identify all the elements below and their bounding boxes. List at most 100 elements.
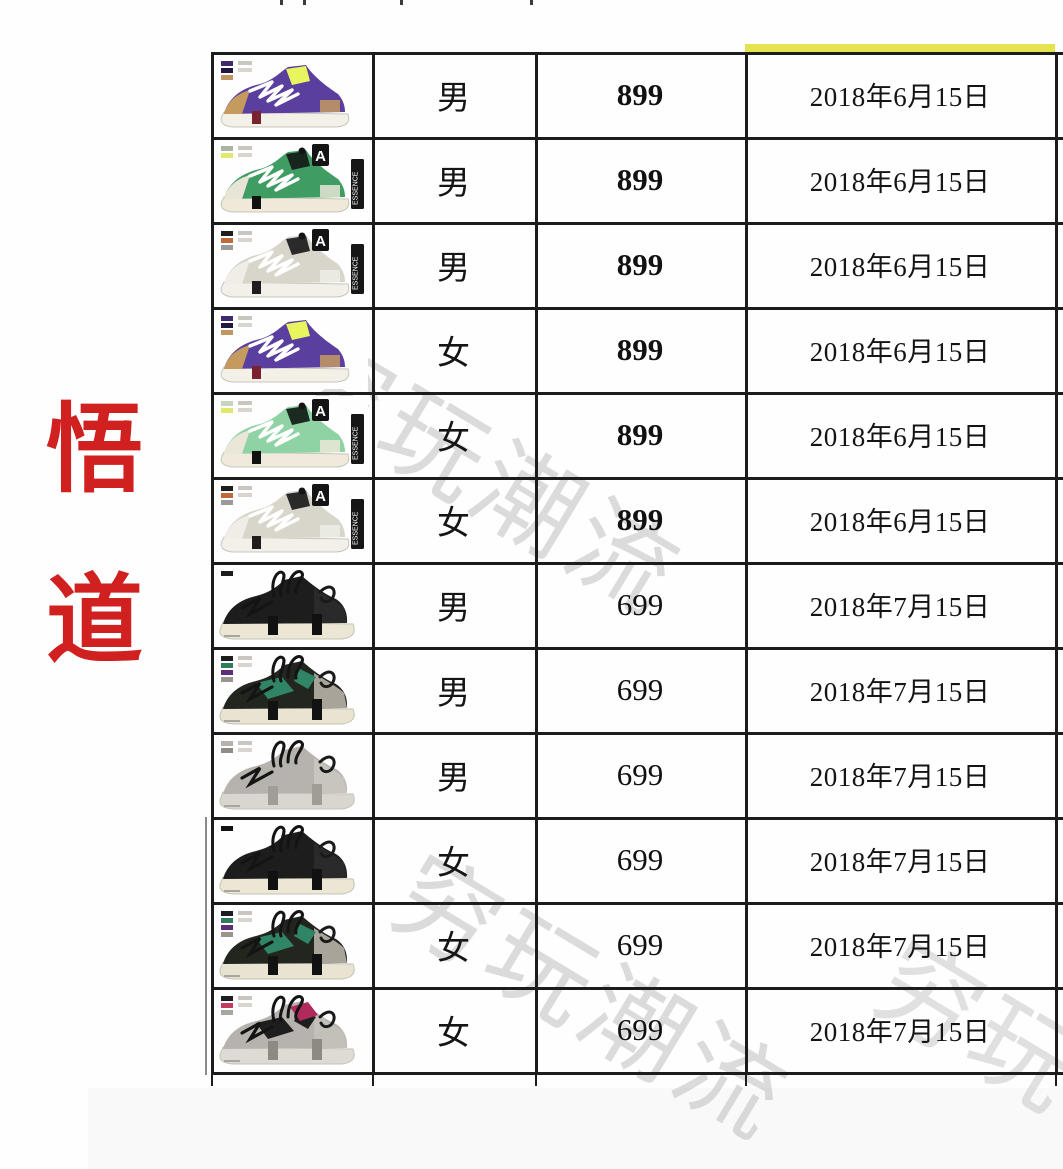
scan-artifact-line bbox=[303, 0, 306, 5]
gender-cell: 女 bbox=[372, 477, 535, 562]
table-border-line bbox=[211, 477, 1063, 480]
gender-cell: 男 bbox=[372, 52, 535, 137]
table-row: A ESSENCE 女 899 2018年6月15日 bbox=[211, 477, 1055, 562]
table-row: A ESSENCE 女 899 2018年6月15日 bbox=[211, 392, 1055, 477]
release-date-value: 2018年7月15日 bbox=[809, 592, 991, 622]
gender-value: 男 bbox=[437, 673, 470, 711]
price-cell: 899 bbox=[535, 307, 745, 392]
sneaker-image bbox=[215, 905, 368, 984]
table-border-line bbox=[211, 52, 1063, 55]
gender-cell: 女 bbox=[372, 987, 535, 1072]
table-border-line bbox=[211, 647, 1063, 650]
gender-value: 女 bbox=[437, 333, 470, 371]
price-cell: 899 bbox=[535, 477, 745, 562]
price-value: 899 bbox=[616, 501, 664, 537]
release-date-value: 2018年6月15日 bbox=[809, 337, 991, 367]
table-border-line bbox=[745, 52, 748, 1075]
table-border-line bbox=[211, 222, 1063, 225]
gender-cell: 男 bbox=[372, 222, 535, 307]
product-image-cell bbox=[211, 902, 372, 987]
table-border-line bbox=[1055, 52, 1058, 1075]
price-cell: 699 bbox=[535, 562, 745, 647]
table-row: 女 699 2018年7月15日 bbox=[211, 902, 1055, 987]
table-border-line bbox=[211, 562, 1063, 565]
gender-cell: 女 bbox=[372, 392, 535, 477]
table-row: 男 699 2018年7月15日 bbox=[211, 732, 1055, 817]
price-cell: 899 bbox=[535, 222, 745, 307]
product-image-cell bbox=[211, 562, 372, 647]
price-value: 899 bbox=[616, 331, 664, 367]
sneaker-image bbox=[215, 55, 368, 134]
sneaker-image bbox=[215, 650, 368, 729]
svg-text:A: A bbox=[315, 148, 326, 165]
release-date-value: 2018年6月15日 bbox=[809, 422, 991, 452]
price-cell: 899 bbox=[535, 137, 745, 222]
table-row: 女 699 2018年7月15日 bbox=[211, 987, 1055, 1072]
sneaker-image bbox=[215, 820, 368, 899]
date-cell: 2018年7月15日 bbox=[745, 817, 1055, 902]
product-image-cell: A ESSENCE bbox=[211, 222, 372, 307]
svg-text:ESSENCE: ESSENCE bbox=[352, 171, 359, 205]
release-date-value: 2018年7月15日 bbox=[809, 677, 991, 707]
gender-value: 男 bbox=[437, 758, 470, 796]
gender-cell: 女 bbox=[372, 307, 535, 392]
product-image-cell bbox=[211, 647, 372, 732]
price-value: 699 bbox=[616, 1011, 664, 1047]
yellow-highlight-strip bbox=[745, 44, 1055, 52]
date-cell: 2018年6月15日 bbox=[745, 307, 1055, 392]
table-border-line bbox=[211, 137, 1063, 140]
product-image-cell: A ESSENCE bbox=[211, 392, 372, 477]
price-cell: 899 bbox=[535, 52, 745, 137]
table-border-line bbox=[211, 902, 1063, 905]
price-cell: 699 bbox=[535, 647, 745, 732]
date-cell: 2018年6月15日 bbox=[745, 137, 1055, 222]
svg-text:A: A bbox=[315, 233, 326, 250]
sneaker-image bbox=[215, 990, 368, 1069]
product-image-cell: A ESSENCE bbox=[211, 477, 372, 562]
gender-value: 女 bbox=[437, 503, 470, 541]
price-value: 899 bbox=[616, 161, 664, 197]
price-cell: 699 bbox=[535, 902, 745, 987]
sneaker-image: A ESSENCE bbox=[215, 140, 368, 219]
release-date-value: 2018年7月15日 bbox=[809, 762, 991, 792]
price-value: 899 bbox=[616, 246, 664, 282]
sneaker-image: A ESSENCE bbox=[215, 225, 368, 304]
vertical-title: 悟 道 bbox=[46, 402, 143, 744]
table-border-line bbox=[211, 52, 214, 1075]
price-value: 699 bbox=[616, 841, 664, 877]
gender-cell: 男 bbox=[372, 647, 535, 732]
table-border-line bbox=[372, 52, 375, 1075]
table-border-line bbox=[535, 52, 538, 1075]
gender-value: 男 bbox=[437, 248, 470, 286]
table-border-line bbox=[211, 732, 1063, 735]
svg-text:ESSENCE: ESSENCE bbox=[352, 426, 359, 460]
gender-value: 男 bbox=[437, 163, 470, 201]
release-date-value: 2018年7月15日 bbox=[809, 1017, 991, 1047]
gender-value: 女 bbox=[437, 843, 470, 881]
gender-cell: 女 bbox=[372, 902, 535, 987]
table-border-line bbox=[372, 1075, 374, 1086]
date-cell: 2018年6月15日 bbox=[745, 477, 1055, 562]
scan-artifact-line bbox=[205, 817, 207, 1075]
table-border-line bbox=[211, 987, 1063, 990]
price-value: 899 bbox=[616, 76, 664, 112]
price-cell: 899 bbox=[535, 392, 745, 477]
scan-artifact-line bbox=[400, 0, 403, 5]
price-value: 899 bbox=[616, 416, 664, 452]
product-image-cell bbox=[211, 987, 372, 1072]
gender-value: 女 bbox=[437, 1013, 470, 1051]
sneaker-image bbox=[215, 310, 368, 389]
price-cell: 699 bbox=[535, 817, 745, 902]
date-cell: 2018年6月15日 bbox=[745, 52, 1055, 137]
gender-cell: 女 bbox=[372, 817, 535, 902]
table-border-line bbox=[1055, 1075, 1057, 1086]
table-border-line bbox=[745, 1075, 747, 1086]
vertical-title-char-1: 悟 bbox=[46, 397, 143, 504]
sneaker-image: A ESSENCE bbox=[215, 480, 368, 559]
table-border-line bbox=[535, 1075, 537, 1086]
gender-cell: 男 bbox=[372, 732, 535, 817]
price-value: 699 bbox=[616, 756, 664, 792]
price-value: 699 bbox=[616, 586, 664, 622]
table-row: A ESSENCE 男 899 2018年6月15日 bbox=[211, 137, 1055, 222]
